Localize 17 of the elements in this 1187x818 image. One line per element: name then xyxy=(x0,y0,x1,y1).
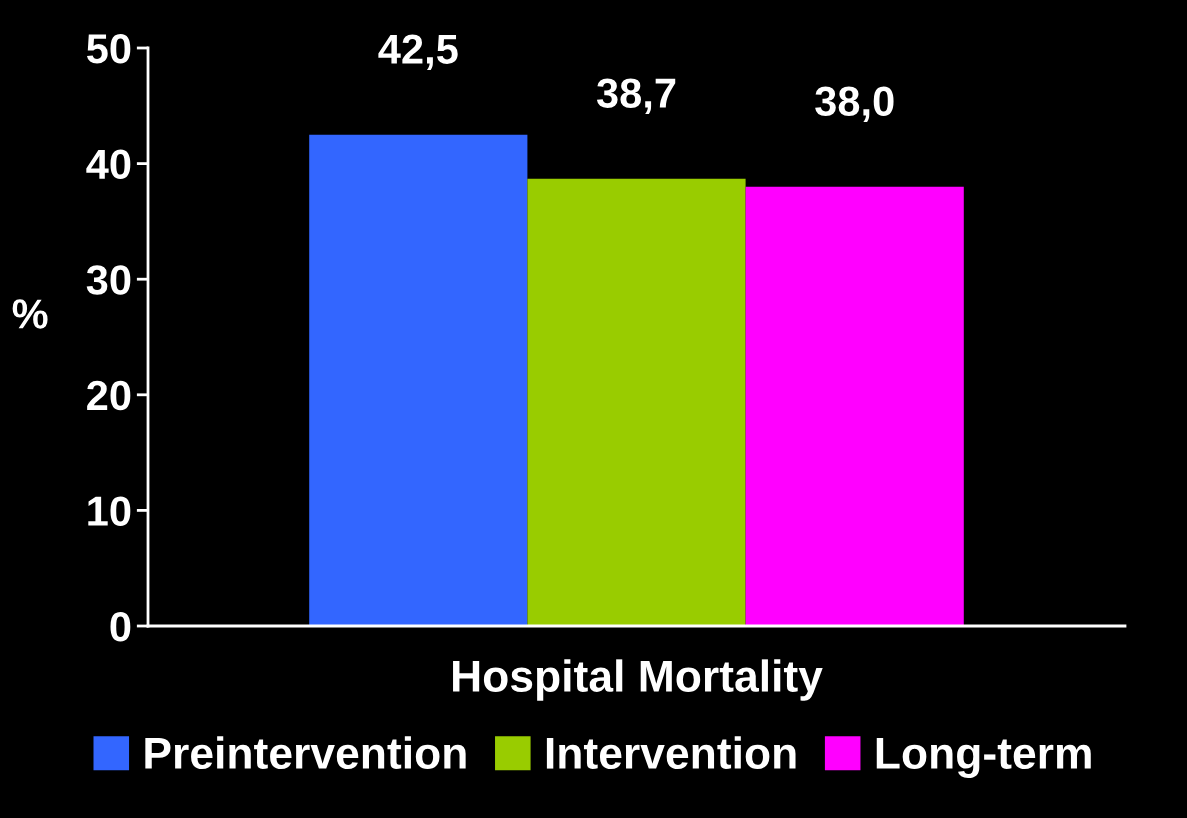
x-tick-label: Hospital Mortality xyxy=(453,659,823,701)
y-axis-title: % xyxy=(12,299,48,329)
y-tick-label: 30 xyxy=(86,265,131,295)
data-label: 38,0 xyxy=(815,86,894,123)
bar xyxy=(527,178,746,626)
bar xyxy=(745,186,964,626)
y-tick-label: 40 xyxy=(86,149,131,180)
y-tick-label: 20 xyxy=(87,380,131,411)
y-tick-label: 0 xyxy=(110,612,131,642)
legend-label: Long-term xyxy=(876,738,1091,778)
bar xyxy=(309,134,528,626)
legend-label: Preintervention xyxy=(145,736,466,770)
data-label: 42,5 xyxy=(378,34,458,71)
y-tick-label: 50 xyxy=(86,34,131,64)
legend-label: Intervention xyxy=(546,736,796,770)
data-label: 38,7 xyxy=(596,78,676,114)
y-tick-label: 10 xyxy=(88,496,131,526)
